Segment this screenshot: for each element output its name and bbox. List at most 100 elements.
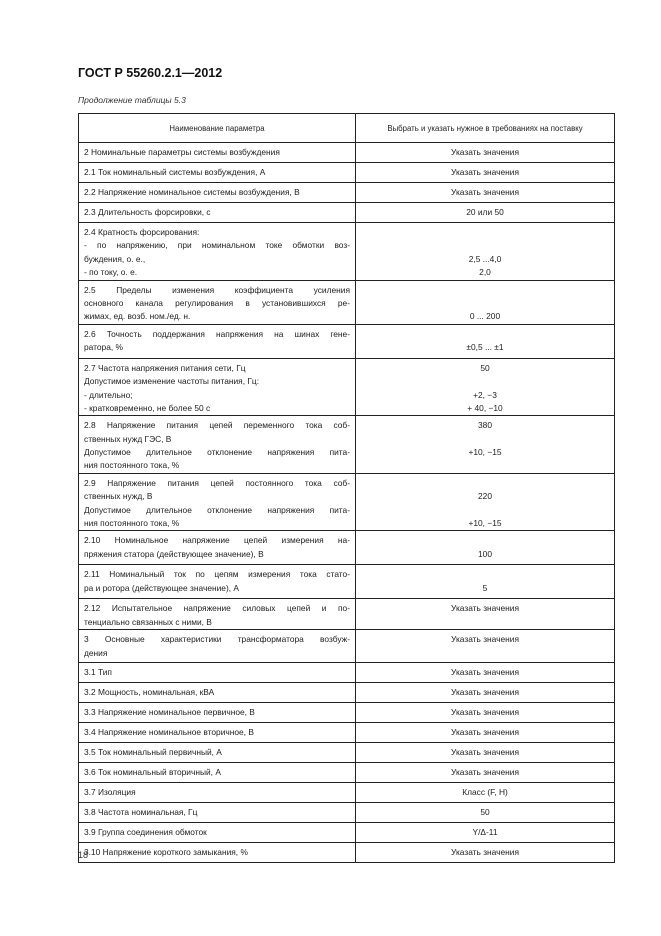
value-text — [361, 328, 609, 341]
table-row: 3.5 Ток номинальный первичный, А Указать … — [78, 742, 615, 764]
parameter-text: 3.4 Напряжение номинальное вторичное, В — [84, 727, 254, 737]
value-cell: 220 +10, −15 — [355, 472, 615, 532]
parameter-cell: 3.6 Ток номинальный вторичный, А — [78, 762, 356, 784]
parameter-text: дения — [84, 647, 108, 658]
value-cell: Y/Δ-11 — [355, 822, 615, 844]
parameter-cell: 2.5 Пределы изменения коэффициента усиле… — [78, 279, 356, 325]
value-text: Указать значения — [451, 166, 519, 177]
value-cell: ±0,5 ... ±1 — [355, 323, 615, 359]
parameter-cell: 3.1 Тип — [78, 662, 356, 684]
value-text: 5 — [482, 582, 488, 593]
table-row: 3 Основные характеристики трансформатора… — [78, 629, 615, 664]
value-cell: Указать значения — [355, 842, 615, 864]
parameter-cell: 2.4 Кратность форсирования: - по напряжен… — [78, 222, 356, 281]
parameter-cell: 3.3 Напряжение номинальное первичное, В — [78, 702, 356, 724]
parameter-text: ния постоянного тока, % — [84, 518, 180, 529]
document-header: ГОСТ Р 55260.2.1—2012 — [78, 66, 223, 80]
parameter-cell: 3.7 Изоляция — [78, 782, 356, 804]
value-text: Указать значения — [451, 847, 519, 857]
parameter-text: 2 Номинальные параметры системы возбужде… — [84, 146, 280, 157]
parameter-text: 3 Основные характеристики трансформатора… — [84, 634, 350, 645]
table-row: 2.5 Пределы изменения коэффициента усиле… — [78, 279, 615, 325]
value-cell: Указать значения — [355, 722, 615, 744]
value-text: 380 — [478, 420, 492, 431]
value-cell: Указать значения — [355, 162, 615, 183]
table-row: 2.7 Частота напряжения питания сети, Гц Д… — [78, 357, 615, 417]
value-cell: 5 — [355, 564, 615, 600]
table-row: 2.9 Напряжение питания цепей постоянного… — [78, 472, 615, 532]
value-text: +10, −15 — [468, 518, 502, 529]
parameter-text: 3.1 Тип — [84, 667, 112, 677]
value-text: 0 ... 200 — [469, 311, 501, 322]
parameter-cell: 2 Номинальные параметры системы возбужде… — [78, 142, 356, 163]
parameter-text: ственных нужд ГЭС, В — [84, 433, 172, 444]
table-row: 2.11 Номинальный ток по цепям измерения … — [78, 564, 615, 600]
value-text — [361, 459, 609, 472]
value-text — [361, 477, 609, 490]
parameter-cell: 3 Основные характеристики трансформатора… — [78, 629, 356, 664]
value-cell: Указать значения — [355, 682, 615, 704]
value-text: 50 — [480, 807, 490, 817]
value-text — [361, 568, 609, 581]
parameter-text: 2.7 Частота напряжения питания сети, Гц — [84, 362, 246, 373]
parameter-text: 3.5 Ток номинальный первичный, А — [84, 747, 222, 757]
parameter-text: - кратковременно, не более 50 с — [84, 402, 211, 413]
value-text: Класс (F, H) — [462, 787, 508, 797]
parameter-cell: 2.6 Точность поддержания напряжения на ш… — [78, 323, 356, 359]
parameter-text: 3.6 Ток номинальный вторичный, А — [84, 767, 221, 777]
parameter-text: 2.10 Номинальное напряжение цепей измере… — [84, 535, 350, 546]
parameter-text: тенциально связанных с ними, В — [84, 616, 212, 627]
value-text — [361, 433, 609, 446]
parameter-text: 2.3 Длительность форсировки, с — [84, 206, 211, 217]
table-row: 2.3 Длительность форсировки, с 20 или 50 — [78, 202, 615, 223]
value-text — [361, 375, 609, 388]
value-text — [361, 239, 609, 252]
table-row: 2.10 Номинальное напряжение цепей измере… — [78, 530, 615, 566]
parameter-text: - по напряжению, при номинальном токе об… — [84, 240, 350, 251]
value-cell: Указать значения — [355, 742, 615, 764]
value-text: 2,0 — [479, 267, 491, 278]
parameter-text: Допустимое длительное отклонение напряже… — [84, 504, 350, 515]
parameter-cell: 2.7 Частота напряжения питания сети, Гц Д… — [78, 357, 356, 417]
table-row: 3.6 Ток номинальный вторичный, А Указать … — [78, 762, 615, 784]
parameter-text: 3.3 Напряжение номинальное первичное, В — [84, 707, 255, 717]
value-cell: 380 +10, −15 — [355, 415, 615, 474]
parameter-text: буждения, о. е., — [84, 253, 146, 264]
value-text: 20 или 50 — [466, 206, 504, 217]
value-text — [361, 534, 609, 547]
parameter-cell: 3.8 Частота номинальная, Гц — [78, 802, 356, 824]
parameter-text: ния постоянного тока, % — [84, 460, 180, 471]
table-row: 3.2 Мощность, номинальная, кВА Указать зн… — [78, 682, 615, 704]
table-caption: Продолжение таблицы 5.3 — [78, 95, 186, 105]
parameter-text: ра и ротора (действующее значение), А — [84, 582, 239, 593]
value-cell: Указать значения — [355, 142, 615, 163]
value-cell: Указать значения — [355, 762, 615, 784]
value-cell: 20 или 50 — [355, 202, 615, 223]
value-text: Указать значения — [451, 747, 519, 757]
parameter-cell: 2.3 Длительность форсировки, с — [78, 202, 356, 223]
column-header-value: Выбрать и указать нужное в требованиях н… — [355, 113, 615, 143]
parameter-text: 2.12 Испытательное напряжение силовых це… — [84, 603, 350, 614]
value-text — [361, 284, 609, 297]
value-text: ±0,5 ... ±1 — [466, 342, 504, 353]
value-cell: Указать значения — [355, 598, 615, 631]
value-text — [361, 297, 609, 310]
parameter-text: 3.8 Частота номинальная, Гц — [84, 807, 198, 817]
value-text: + 40, −10 — [467, 402, 503, 413]
parameter-cell: 2.1 Ток номинальный системы возбуждения,… — [78, 162, 356, 183]
parameter-text: ственных нужд, В — [84, 491, 153, 502]
table-row: 3.9 Группа соединения обмоток Y/Δ-11 — [78, 822, 615, 844]
value-text: Указать значения — [451, 707, 519, 717]
parameter-cell: 2.12 Испытательное напряжение силовых це… — [78, 598, 356, 631]
parameter-text: основного канала регулирования в установ… — [84, 297, 350, 308]
parameter-text: 3.10 Напряжение короткого замыкания, % — [84, 847, 248, 857]
parameter-text: 3.2 Мощность, номинальная, кВА — [84, 687, 215, 697]
value-cell: 2,5 ...4,0 2,0 — [355, 222, 615, 281]
parameter-text: - длительно; — [84, 389, 133, 400]
value-text: +10, −15 — [468, 447, 502, 458]
parameter-cell: 2.9 Напряжение питания цепей постоянного… — [78, 472, 356, 532]
value-text: Указать значения — [451, 727, 519, 737]
page-number: 18 — [78, 850, 89, 860]
value-text — [361, 226, 609, 239]
value-cell: 0 ... 200 — [355, 279, 615, 325]
